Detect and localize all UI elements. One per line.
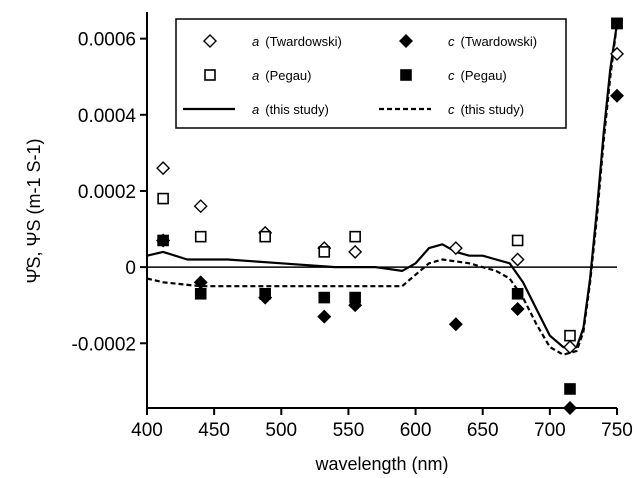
legend-label-letter: a [252, 102, 259, 117]
y-tick-label: 0.0006 [78, 30, 136, 51]
y-tick-label: 0.0002 [78, 182, 136, 203]
legend-label: a (this study) [252, 102, 329, 117]
legend-label-source: (Pegau) [265, 68, 311, 83]
x-tick-label: 550 [333, 420, 365, 441]
legend-swatch [203, 34, 217, 48]
legend-box [175, 18, 567, 129]
data-point-a-twardowski [156, 161, 171, 176]
data-point-c-twardowski [317, 309, 332, 324]
data-point-c-pegau [194, 287, 207, 300]
legend-label-letter: c [448, 68, 455, 83]
legend-swatch [400, 69, 412, 81]
data-point-c-pegau [511, 287, 524, 300]
data-point-a-pegau [511, 234, 524, 247]
data-point-a-twardowski [193, 199, 208, 214]
legend-label-source: (Twardowski) [265, 34, 342, 49]
legend-label-source: (Pegau) [461, 68, 507, 83]
legend-label: a (Twardowski) [252, 34, 342, 49]
y-axis-ticks: -0.0002 0 0.0002 0.0004 0.0006 [72, 30, 147, 355]
series-a-this-study [146, 23, 619, 349]
data-point-c-twardowski [610, 88, 624, 103]
x-tick-label: 600 [400, 420, 432, 441]
series-line-a-this-study [146, 23, 619, 349]
legend-label-source: (this study) [265, 102, 329, 117]
data-point-a-pegau [194, 230, 207, 243]
legend-entry: c (this study) [379, 102, 524, 117]
data-point-c-twardowski [510, 302, 525, 316]
y-axis-label: Ψ̂S, ΨS (m-1 S-1) [24, 138, 44, 283]
legend-label: a (Pegau) [252, 68, 311, 83]
data-point-c-pegau [259, 287, 271, 300]
y-tick-label: 0.0004 [78, 106, 137, 127]
x-tick-label: 450 [198, 420, 230, 441]
legend-label-source: (Twardowski) [461, 34, 538, 49]
legend-swatch [399, 34, 413, 48]
data-point-a-pegau [564, 329, 576, 342]
data-point-a-twardowski [348, 244, 363, 259]
legend-entry: a (this study) [183, 102, 329, 117]
legend-entry: c (Pegau) [400, 68, 507, 83]
x-tick-label: 500 [265, 420, 297, 441]
legend-label: c (Twardowski) [448, 34, 537, 49]
legend: a (Twardowski) c (Twardowski) a (Pegau) c (Pega… [175, 18, 567, 129]
x-tick-label: 400 [131, 420, 163, 441]
axes [146, 12, 617, 409]
y-tick-label: 0 [125, 258, 136, 279]
legend-swatch [204, 69, 216, 81]
y-tick-label: -0.0002 [72, 334, 136, 355]
series-c-this-study [146, 23, 619, 356]
series-line-c-this-study [146, 23, 619, 356]
legend-label-letter: c [448, 34, 455, 49]
data-point-c-pegau [318, 291, 331, 304]
x-tick-label: 700 [534, 420, 566, 441]
x-tick-label: 650 [467, 420, 499, 441]
data-point-a-twardowski [510, 252, 525, 267]
series-layer [146, 17, 624, 415]
data-point-a-pegau [259, 230, 271, 243]
legend-entry: a (Twardowski) [203, 34, 342, 49]
legend-label-letter: a [252, 68, 259, 83]
x-tick-label: 750 [601, 420, 633, 441]
legend-label-letter: a [252, 34, 259, 49]
data-point-a-pegau [157, 192, 169, 205]
legend-label-letter: c [448, 102, 455, 117]
legend-label: c (Pegau) [448, 68, 507, 83]
data-point-a-twardowski [563, 340, 577, 355]
data-point-c-pegau [157, 234, 169, 247]
legend-label: c (this study) [448, 102, 524, 117]
x-axis-label: wavelength (nm) [314, 454, 448, 474]
series-c-pegau [157, 17, 623, 395]
legend-label-source: (this study) [461, 102, 525, 117]
data-point-a-pegau [349, 230, 361, 243]
data-point-c-pegau [611, 17, 623, 30]
data-point-a-twardowski [610, 46, 624, 61]
legend-entry: c (Twardowski) [399, 34, 537, 49]
x-axis-ticks: 400 450 500 550 600 650 700 750 [131, 408, 633, 441]
data-point-a-pegau [318, 246, 331, 258]
data-point-a-twardowski [448, 241, 463, 256]
data-point-c-twardowski [448, 317, 463, 332]
data-point-c-pegau [349, 291, 361, 304]
data-point-c-pegau [564, 383, 576, 395]
legend-entry: a (Pegau) [204, 68, 311, 83]
